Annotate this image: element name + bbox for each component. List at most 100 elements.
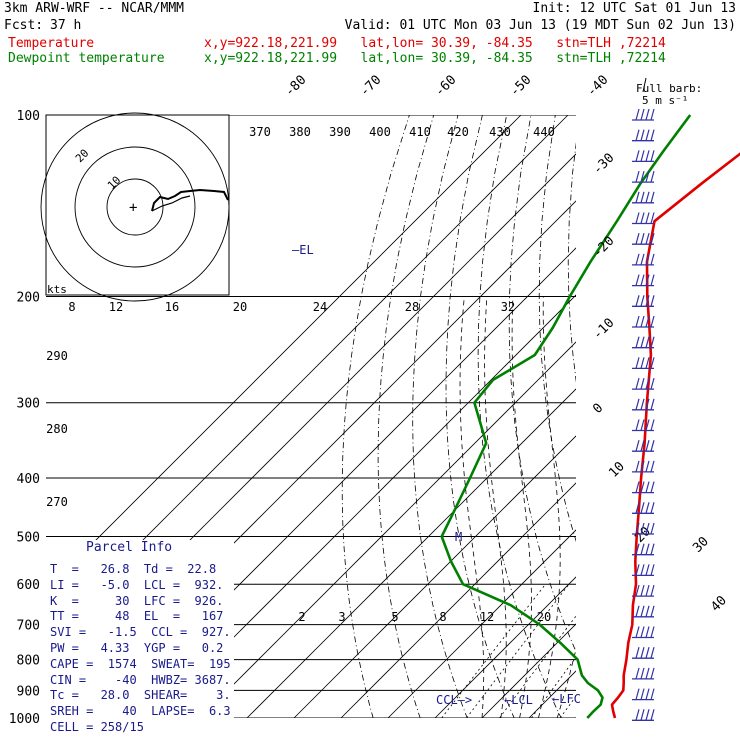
wind-barb-flag — [635, 543, 640, 555]
dry-adiabat-line — [650, 115, 740, 731]
wind-barb-flag — [645, 543, 650, 555]
wind-barb-flag — [645, 419, 650, 431]
wind-barb-flag — [645, 129, 650, 141]
wind-barb-flag — [645, 233, 650, 245]
isotherm-label: 30 — [690, 534, 712, 556]
wind-barb-flag — [650, 170, 655, 183]
wind-barb-flag — [645, 709, 650, 721]
hodograph-trace — [151, 188, 229, 212]
wind-barb-flag — [650, 295, 655, 307]
wind-barb-flag — [650, 108, 655, 121]
wind-barb-flag — [645, 688, 650, 700]
mixing-ratio-line — [598, 584, 693, 718]
wind-barb-flag — [640, 564, 645, 576]
wind-barb-flag — [650, 377, 655, 390]
ccl-marker: CCL–> — [436, 693, 472, 707]
wind-barb-flag — [650, 419, 655, 431]
wind-barb-flag — [640, 481, 645, 493]
wind-barb-flag — [645, 522, 650, 535]
wind-barb-flag — [635, 709, 640, 721]
wind-barb-flag — [645, 626, 650, 638]
wind-barb-flag — [645, 191, 650, 203]
parcel-info-row: SREH = 40 LAPSE= 6.3 — [50, 704, 231, 719]
wind-barb-flag — [645, 460, 650, 473]
wind-barb-flag — [635, 191, 640, 203]
wind-barb-flag — [640, 440, 645, 452]
wind-barb-flag — [640, 647, 645, 659]
isotherm-line — [717, 115, 740, 718]
pressure-tick-label: 400 — [17, 472, 40, 487]
theta-label: 400 — [369, 125, 391, 139]
moist-adiabat-label: 24 — [313, 300, 327, 314]
wind-barb-flag — [635, 315, 640, 328]
wind-barb-flag — [645, 605, 650, 617]
wind-barb-flag — [635, 233, 640, 245]
wind-barb-flag — [635, 253, 640, 266]
hodograph-frame — [45, 114, 230, 296]
moist-adiabat-line — [511, 296, 532, 718]
wind-barb-flag — [645, 150, 650, 162]
wind-barb-flag — [640, 129, 645, 141]
dry-adiabat-line — [445, 115, 515, 718]
isotherm-label: -50 — [507, 73, 534, 100]
wind-barb-flag — [650, 398, 655, 410]
wind-barb-flag — [640, 233, 645, 245]
moist-adiabat-label: 28 — [405, 300, 419, 314]
pressure-tick-label: 100 — [17, 109, 40, 124]
theta-label: 380 — [289, 125, 311, 139]
isotherm-label: 40 — [708, 593, 730, 615]
parcel-info-row: CIN = -40 HWBZ= 3687. — [50, 672, 231, 687]
dry-adiabat-line — [726, 115, 740, 731]
wind-barb-flag — [650, 647, 655, 659]
parcel-info-row: Tc = 28.0 SHEAR= 3. — [50, 688, 231, 703]
isotherm-label: -70 — [357, 73, 384, 100]
dry-adiabat-label: 270 — [46, 495, 68, 509]
wind-barb-flag — [645, 336, 650, 348]
temperature-station-info: x,y=922.18,221.99 lat,lon= 30.39, -84.35… — [204, 36, 666, 51]
isotherm-line — [434, 576, 576, 718]
isotherm-line — [670, 115, 740, 718]
wind-barb-flag — [640, 315, 645, 328]
isotherm-label: 10 — [606, 459, 628, 481]
wind-barb-flag — [635, 274, 640, 286]
wind-barb-flag — [635, 212, 640, 224]
isotherm-label: -40 — [584, 73, 611, 100]
wind-barb-flag — [640, 295, 645, 307]
wind-barb-flag — [640, 170, 645, 183]
wind-barb-flag — [640, 709, 645, 721]
el-marker: –EL — [292, 243, 314, 257]
valid-time: Valid: 01 UTC Mon 03 Jun 13 (19 MDT Sun … — [344, 18, 736, 33]
parcel-info-panel: Parcel Info T = 26.8 Td = 22.8 LI = -5.0 … — [46, 540, 234, 734]
wind-barb-flag — [645, 502, 650, 514]
wind-barb-flag — [640, 357, 645, 369]
barb-legend-line — [642, 77, 647, 93]
wind-barb-flag — [635, 336, 640, 348]
isotherm-line — [623, 115, 740, 718]
pressure-tick-label: 1000 — [9, 712, 40, 727]
pressure-tick-label: 600 — [17, 578, 40, 593]
parcel-info-row: LI = -5.0 LCL = 932. — [50, 577, 224, 592]
wind-barb-flag — [650, 274, 655, 286]
wind-barb-flag — [635, 398, 640, 410]
wind-barb-flag — [650, 709, 655, 721]
theta-label: 390 — [329, 125, 351, 139]
wind-barb-flag — [635, 647, 640, 659]
moist-adiabat-line — [484, 296, 507, 718]
isotherm-label: -30 — [590, 151, 617, 178]
wind-barb-flag — [645, 295, 650, 307]
wind-barb-flag — [645, 377, 650, 390]
wind-barb-flag — [635, 108, 640, 121]
dry-adiabat-line — [567, 141, 576, 383]
dry-adiabat-line — [538, 115, 576, 543]
theta-label: 410 — [409, 125, 431, 139]
parcel-info-row: T = 26.8 Td = 22.8 — [50, 562, 217, 576]
moist-adiabat-line — [614, 297, 733, 719]
dry-adiabat-line — [341, 115, 410, 718]
wind-barb-flag — [635, 522, 640, 535]
dry-adiabat-line — [624, 115, 740, 731]
moist-adiabat-label: 12 — [109, 300, 123, 314]
theta-label: 370 — [249, 125, 271, 139]
pressure-tick-label: 900 — [17, 684, 40, 699]
parcel-info-row: TT = 48 EL = 167 — [50, 609, 224, 624]
